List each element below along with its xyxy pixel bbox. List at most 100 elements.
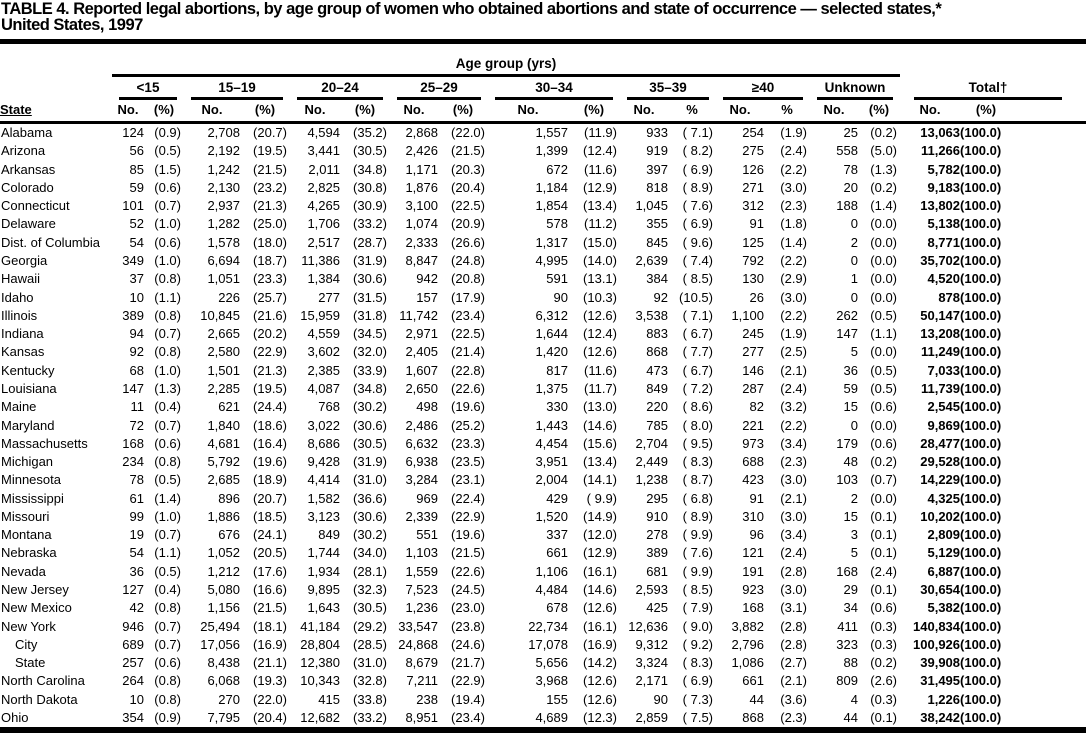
- value-cell: 785: [646, 417, 668, 433]
- state-cell: Louisiana: [1, 380, 57, 396]
- value-cell: (32.8): [353, 673, 387, 689]
- value-cell: ( 9.5): [682, 435, 713, 451]
- value-cell: 1,854: [535, 198, 568, 214]
- value-cell: (21.4): [451, 344, 485, 360]
- value-cell: (0.5): [870, 362, 898, 378]
- value-cell: 1,317: [535, 234, 568, 250]
- value-cell: (11.2): [584, 216, 617, 232]
- value-cell: 48: [843, 454, 858, 470]
- value-cell: (0.5): [154, 143, 181, 159]
- value-cell: 7,033: [927, 362, 961, 378]
- value-cell: 2,665: [207, 326, 240, 342]
- value-cell: (16.1): [583, 563, 617, 579]
- value-cell: 9,183: [927, 179, 961, 195]
- table-row: Kentucky 68 (1.0) 1,501 (21.3) 2,385 (33.9) 1,6…: [0, 362, 1086, 380]
- column-header-pct: (%): [340, 100, 390, 124]
- value-cell: 4,265: [307, 198, 340, 214]
- value-cell: (100.0): [960, 636, 1002, 652]
- value-cell: (19.6): [253, 454, 287, 470]
- value-cell: 221: [742, 417, 764, 433]
- value-cell: 270: [218, 691, 240, 707]
- value-cell: 1,051: [207, 271, 240, 287]
- value-cell: 5,382: [927, 600, 961, 616]
- value-cell: (0.1): [870, 508, 898, 524]
- value-cell: (2.2): [780, 417, 807, 433]
- value-cell: ( 9.9): [682, 527, 713, 543]
- value-cell: 245: [742, 326, 764, 342]
- value-cell: (26.6): [451, 234, 485, 250]
- value-cell: 1,934: [307, 563, 340, 579]
- value-cell: 42: [129, 600, 144, 616]
- value-cell: 277: [742, 344, 764, 360]
- row-filler: [1012, 142, 1086, 160]
- value-cell: 0: [850, 252, 858, 268]
- value-cell: 12,636: [628, 618, 668, 634]
- row-filler: [1012, 197, 1086, 215]
- value-cell: (100.0): [960, 362, 1002, 378]
- table-row: North Carolina 264 (0.8) 6,068 (19.3) 10,343 (…: [0, 672, 1086, 690]
- value-cell: 1,443: [535, 417, 568, 433]
- value-cell: 168: [122, 435, 144, 451]
- value-cell: 36: [129, 563, 144, 579]
- value-cell: (0.8): [154, 673, 181, 689]
- column-header-pct: (%): [144, 100, 184, 124]
- table-row: Hawaii 37 (0.8) 1,051 (23.3) 1,384 (30.6) 942 (2…: [0, 270, 1086, 288]
- column-header-no: No.: [112, 100, 144, 124]
- value-cell: (30.2): [353, 399, 387, 415]
- row-filler: [1012, 343, 1086, 361]
- value-cell: (31.8): [353, 307, 387, 323]
- value-cell: 878: [938, 289, 961, 305]
- value-cell: 130: [742, 271, 764, 287]
- value-cell: (100.0): [960, 143, 1002, 159]
- value-cell: (2.8): [780, 563, 807, 579]
- value-cell: 13,063: [920, 125, 961, 140]
- column-header-pct: %: [668, 100, 716, 124]
- value-cell: 11,386: [301, 252, 340, 268]
- value-cell: 349: [122, 252, 144, 268]
- value-cell: (0.2): [870, 125, 898, 140]
- value-cell: (2.1): [780, 673, 807, 689]
- table-row: City 689 (0.7) 17,056 (16.9) 28,804 (28.5) 24,8…: [0, 636, 1086, 654]
- value-cell: 54: [129, 545, 144, 561]
- value-cell: 14,229: [920, 472, 961, 488]
- value-cell: 3,441: [307, 143, 340, 159]
- table-row: Minnesota 78 (0.5) 2,685 (18.9) 4,414 (31.0) 3,…: [0, 471, 1086, 489]
- age-group-header: 15–19: [184, 76, 290, 100]
- table-row: New Jersey 127 (0.4) 5,080 (16.6) 9,895 (32.3)…: [0, 581, 1086, 599]
- value-cell: 933: [646, 125, 668, 140]
- value-cell: (22.9): [451, 673, 485, 689]
- value-cell: 1,578: [207, 234, 240, 250]
- value-cell: 411: [837, 618, 858, 634]
- value-cell: (3.0): [780, 289, 807, 305]
- value-cell: 910: [646, 508, 668, 524]
- row-filler: [1012, 544, 1086, 562]
- value-cell: 4,995: [535, 252, 568, 268]
- value-cell: 37: [129, 271, 144, 287]
- value-cell: 2,868: [405, 125, 438, 140]
- value-cell: 681: [646, 563, 668, 579]
- value-cell: ( 8.5): [682, 271, 713, 287]
- value-cell: (20.4): [253, 710, 287, 725]
- value-cell: (2.9): [780, 271, 807, 287]
- value-cell: (100.0): [960, 508, 1002, 524]
- row-filler: [1012, 252, 1086, 270]
- value-cell: (11.6): [584, 362, 617, 378]
- value-cell: (21.1): [253, 655, 287, 671]
- value-cell: 8,771: [927, 234, 961, 250]
- value-cell: (25.7): [253, 289, 287, 305]
- value-cell: 845: [646, 234, 668, 250]
- row-filler: [1012, 563, 1086, 581]
- value-cell: (22.0): [451, 125, 485, 140]
- value-cell: 558: [836, 143, 858, 159]
- value-cell: 6,312: [535, 307, 568, 323]
- value-cell: 1,557: [535, 125, 568, 140]
- value-cell: 10,845: [200, 307, 240, 323]
- table-title: TABLE 4. Reported legal abortions, by ag…: [0, 0, 1086, 44]
- value-cell: (2.6): [870, 673, 898, 689]
- column-header-no: No.: [620, 100, 668, 124]
- value-cell: 1,375: [535, 380, 568, 396]
- value-cell: 2,333: [405, 234, 438, 250]
- value-cell: (100.0): [960, 307, 1002, 323]
- state-cell: Arizona: [1, 143, 46, 159]
